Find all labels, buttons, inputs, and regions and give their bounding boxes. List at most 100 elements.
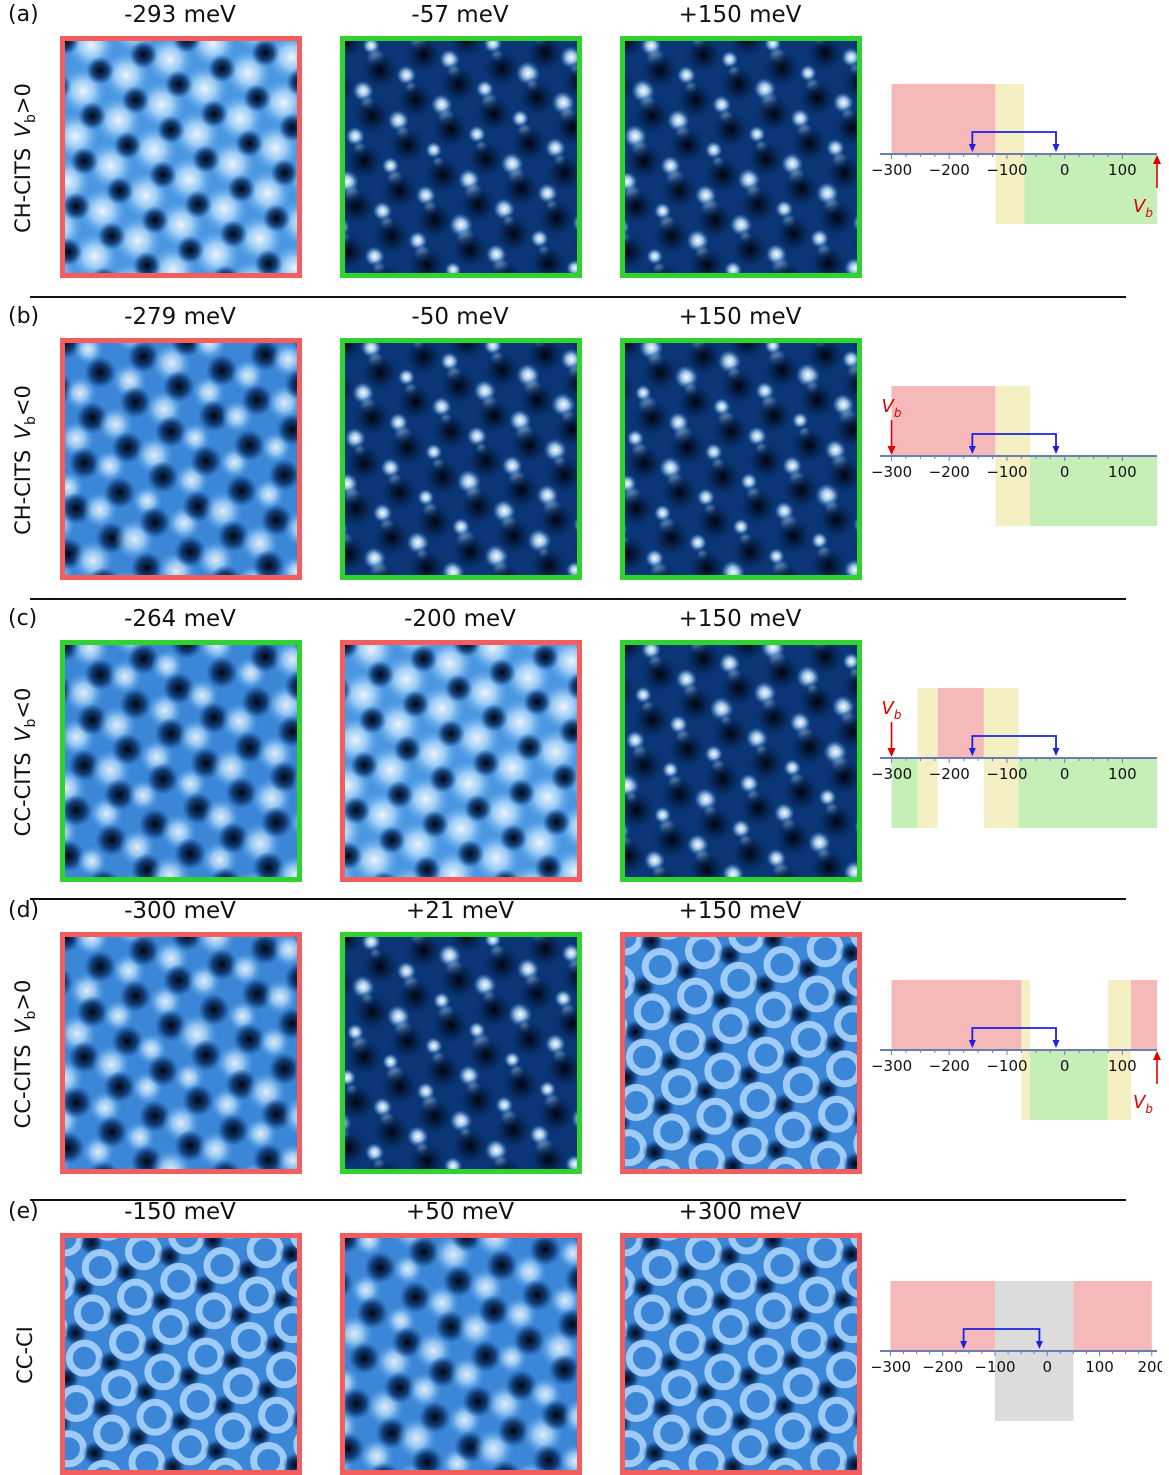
image-title: +150 meV: [620, 898, 860, 924]
tick-label: 100: [1108, 161, 1137, 179]
panel-separator: [30, 1199, 1126, 1201]
panel-separator: [30, 898, 1126, 900]
stm-texture: [625, 645, 857, 877]
vb-label: Vb: [882, 698, 902, 722]
row-label-method: CC-CITS: [11, 752, 35, 836]
stm-texture: [65, 937, 297, 1169]
image-title: -150 meV: [60, 1199, 300, 1225]
region-red-up: [892, 386, 996, 456]
row-label-sub: b: [23, 416, 39, 425]
tick-label: −200: [929, 161, 970, 179]
tick-label: 100: [1108, 1057, 1137, 1075]
row-label-sign: >0: [11, 980, 35, 1011]
image-title: -300 meV: [60, 898, 300, 924]
stm-texture: [345, 937, 577, 1169]
tick-label: 0: [1060, 765, 1070, 783]
row-label-sign: <0: [11, 385, 35, 416]
bracket-arrowhead: [1053, 144, 1060, 152]
image-title: +300 meV: [620, 1199, 860, 1225]
panel-separator: [30, 296, 1126, 298]
region-yellow-up: [1108, 980, 1131, 1050]
region-yellow-up: [984, 688, 1019, 758]
row-label-sub: b: [23, 114, 39, 123]
row-label: CC-CI: [13, 1326, 37, 1384]
region-red-up: [938, 688, 984, 758]
tick-label: −300: [872, 765, 912, 783]
region-green-down: [1030, 456, 1157, 526]
vb-subscript: b: [1145, 206, 1153, 220]
region-red-up: [1073, 1281, 1151, 1351]
stm-image-red-frame: [620, 1233, 862, 1475]
row-label-vb: V: [11, 1020, 35, 1034]
row-label-method: CH-CITS: [11, 148, 35, 233]
stm-image-green-frame: [340, 36, 582, 278]
row-label-sign: >0: [11, 83, 35, 114]
panel-letter: (d): [8, 898, 39, 923]
row-label: CC-CITS Vb<0: [11, 688, 39, 837]
stm-texture: [65, 645, 297, 877]
stm-image-green-frame: [340, 932, 582, 1174]
tick-label: −100: [986, 1057, 1027, 1075]
row-label: CH-CITS Vb>0: [11, 83, 39, 233]
stm-image-red-frame: [60, 1233, 302, 1475]
stm-image-red-frame: [340, 1233, 582, 1475]
stm-texture: [345, 343, 577, 575]
row-label-vb: V: [11, 123, 35, 137]
region-yellow-up: [995, 386, 1030, 456]
tick-label: −200: [922, 1358, 963, 1376]
tick-label: −300: [872, 463, 912, 481]
stm-image-green-frame: [620, 640, 862, 882]
region-yellow-up: [918, 688, 938, 758]
tick-label: −300: [872, 161, 912, 179]
tick-label: 100: [1108, 463, 1137, 481]
image-title: -200 meV: [340, 606, 580, 632]
region-red-up: [890, 1281, 995, 1351]
stm-image-red-frame: [340, 640, 582, 882]
panel-letter: (b): [8, 304, 39, 329]
image-title: -279 meV: [60, 304, 300, 330]
tick-label: 100: [1108, 765, 1137, 783]
panel-letter: (c): [8, 606, 37, 631]
stm-texture: [65, 343, 297, 575]
stm-texture: [345, 1238, 577, 1470]
bracket-arrowhead: [1053, 446, 1060, 454]
row-label: CC-CITS Vb>0: [11, 980, 39, 1129]
tick-label: −200: [929, 765, 970, 783]
row-label-method: CC-CITS: [11, 1044, 35, 1128]
row-label-vb: V: [11, 728, 35, 742]
vb-arrowhead: [888, 748, 896, 757]
stm-image-green-frame: [620, 338, 862, 580]
stm-texture: [65, 1238, 297, 1470]
bracket-arrowhead: [1053, 748, 1060, 756]
row-label-method: CC-CI: [13, 1326, 37, 1384]
image-title: +150 meV: [620, 2, 860, 28]
image-title: -293 meV: [60, 2, 300, 28]
tick-label: −100: [986, 463, 1027, 481]
tick-label: −300: [872, 1358, 911, 1376]
stm-image-red-frame: [60, 338, 302, 580]
stm-image-red-frame: [60, 932, 302, 1174]
stm-texture: [65, 41, 297, 273]
stm-texture: [345, 41, 577, 273]
tick-label: 200: [1137, 1358, 1162, 1376]
stm-image-red-frame: [620, 932, 862, 1174]
tick-label: 100: [1085, 1358, 1114, 1376]
region-red-up: [892, 84, 996, 154]
tick-label: 0: [1060, 1057, 1070, 1075]
row-label-sub: b: [23, 1011, 39, 1020]
row-label: CH-CITS Vb<0: [11, 385, 39, 535]
row-label-sub: b: [23, 719, 39, 728]
vb-subscript: b: [894, 708, 902, 722]
tick-label: 0: [1060, 463, 1070, 481]
tick-label: −100: [974, 1358, 1015, 1376]
stm-image-green-frame: [340, 338, 582, 580]
image-title: +50 meV: [340, 1199, 580, 1225]
row-label-sign: <0: [11, 688, 35, 719]
image-title: +150 meV: [620, 304, 860, 330]
region-red-up: [1131, 980, 1157, 1050]
